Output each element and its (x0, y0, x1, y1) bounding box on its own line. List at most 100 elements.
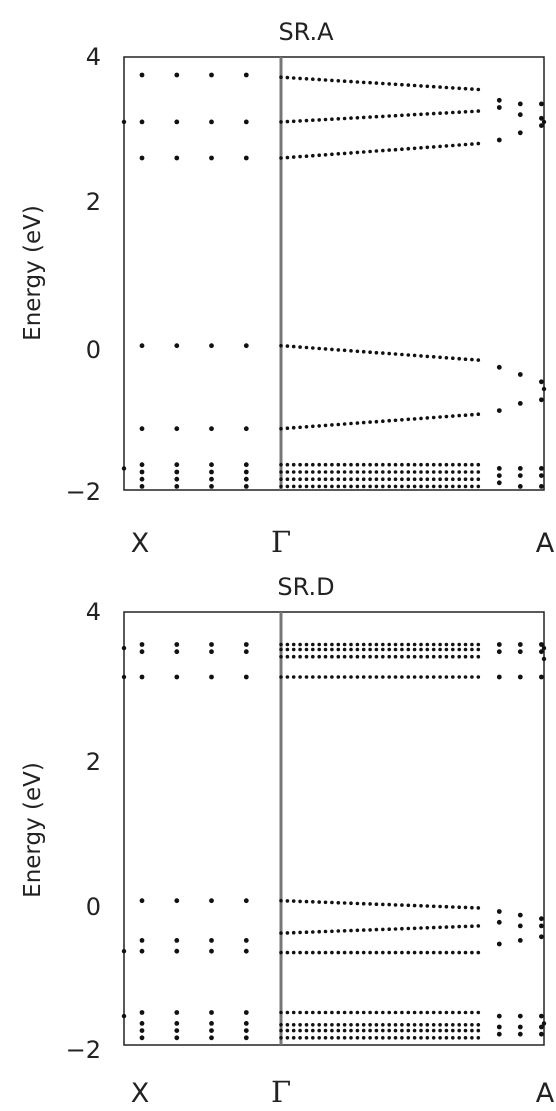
band-point (412, 1028, 417, 1033)
band-point (387, 1010, 392, 1015)
band-point (412, 83, 417, 88)
band-point (330, 1010, 334, 1015)
band-point (476, 1028, 481, 1033)
band-point (342, 950, 347, 955)
band-point (381, 1023, 385, 1027)
band-point (291, 950, 296, 955)
band-point (342, 642, 347, 647)
band-point (285, 426, 290, 431)
band-point (174, 674, 180, 680)
band-point (243, 426, 249, 432)
band-point (298, 1028, 302, 1033)
band-point (243, 343, 249, 349)
band-point (361, 80, 366, 85)
band-point (174, 1021, 180, 1026)
band-point (311, 470, 315, 474)
band-point (121, 466, 127, 471)
band-point (298, 930, 302, 935)
band-point (317, 1028, 322, 1033)
band-point (431, 642, 436, 647)
band-point (406, 470, 411, 474)
band-point (431, 647, 436, 652)
band-point (393, 654, 398, 659)
band-point (323, 1036, 328, 1040)
band-point (463, 1028, 468, 1033)
band-point (496, 642, 502, 647)
band-point (387, 462, 392, 467)
band-point (517, 912, 523, 918)
band-point (349, 642, 353, 647)
band-point (285, 950, 290, 955)
band-point (323, 347, 328, 351)
band-point (419, 146, 423, 150)
band-point (393, 352, 398, 356)
band-point (387, 675, 392, 679)
band-point (374, 642, 379, 647)
band-point (323, 153, 328, 157)
band-point (539, 115, 544, 121)
band-point (291, 654, 296, 659)
band-point (349, 484, 353, 489)
band-point (412, 1010, 417, 1015)
band-point (438, 647, 442, 652)
band-point (387, 114, 392, 118)
band-point (336, 929, 341, 933)
band-point (361, 675, 366, 679)
band-point (406, 642, 411, 647)
band-point (451, 1010, 455, 1015)
band-point (400, 654, 404, 659)
band-point (330, 1036, 334, 1040)
band-point (381, 148, 385, 153)
band-point (444, 654, 449, 659)
band-point (291, 76, 296, 80)
band-point (476, 462, 481, 467)
band-point (361, 1023, 366, 1027)
band-point (209, 1010, 214, 1015)
band-point (381, 462, 385, 467)
band-point (451, 647, 455, 652)
band-point (541, 656, 547, 662)
band-point (463, 484, 468, 489)
band-point (381, 902, 385, 907)
band-point (311, 153, 315, 158)
band-point (425, 1028, 430, 1033)
band-point (438, 144, 442, 149)
y-tick-label: 4 (86, 598, 101, 626)
band-point (342, 654, 347, 659)
band-point (209, 674, 214, 680)
band-point (243, 1028, 249, 1033)
band-point (330, 647, 334, 652)
band-point (336, 950, 341, 955)
band-point (139, 1035, 145, 1041)
band-point (412, 903, 417, 908)
band-point (438, 1010, 442, 1015)
band-point (431, 84, 436, 89)
band-point (463, 470, 468, 474)
band-point (139, 948, 145, 954)
band-point (476, 654, 481, 659)
band-point (539, 473, 544, 478)
band-point (476, 1023, 481, 1027)
band-point (304, 642, 309, 647)
band-point (444, 904, 449, 909)
band-point (298, 1010, 302, 1015)
band-point (419, 462, 423, 467)
band-point (355, 116, 360, 120)
band-point (342, 1023, 347, 1027)
band-point (323, 654, 328, 659)
kpoint-label-gamma: Γ (271, 1075, 291, 1109)
band-point (311, 647, 315, 652)
band-point (285, 119, 290, 124)
band-point (381, 81, 385, 86)
band-point (541, 119, 547, 125)
band-point (355, 1023, 360, 1027)
band-point (317, 654, 322, 659)
band-point (444, 1010, 449, 1015)
band-point (349, 349, 353, 353)
band-point (342, 901, 347, 905)
band-point (431, 950, 436, 955)
band-point (393, 903, 398, 907)
band-point (393, 484, 398, 489)
band-point (139, 155, 145, 161)
band-point (243, 1010, 249, 1015)
